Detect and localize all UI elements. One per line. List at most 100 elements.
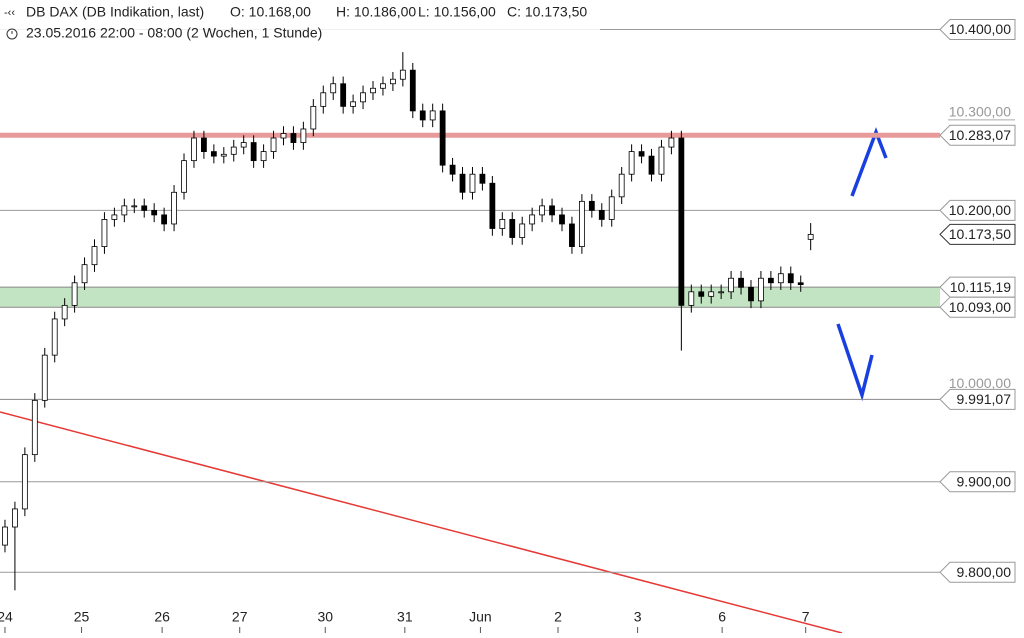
candle-body <box>250 142 257 162</box>
level-box <box>939 124 1016 146</box>
candle-body <box>479 173 486 184</box>
candle-body <box>290 133 297 143</box>
candle-body <box>260 151 267 162</box>
candle-body <box>380 83 386 89</box>
candle-body <box>191 137 197 162</box>
ohlc-label: L: 10.156,00 <box>418 4 496 20</box>
candle-body <box>529 214 536 225</box>
candle-body <box>499 219 506 229</box>
x-tick-label: 25 <box>74 609 90 625</box>
candle-body <box>370 87 376 94</box>
tick-box <box>939 18 1016 40</box>
candle-body <box>350 101 357 107</box>
x-tick-label: 7 <box>802 609 810 625</box>
ohlc-label: O: 10.168,00 <box>230 4 311 20</box>
candle-body <box>330 83 337 94</box>
chart-subtitle: 23.05.2016 22:00 - 08:00 (2 Wochen, 1 St… <box>26 25 322 41</box>
candle-body <box>300 128 307 143</box>
candle-body <box>181 160 187 193</box>
level-label: 10.115,19 <box>950 279 1011 295</box>
header-bg <box>0 0 600 44</box>
tick-box <box>939 199 1016 221</box>
candle-body <box>61 304 68 320</box>
y-tick-label: 10.000,00 <box>949 375 1011 391</box>
candle-body <box>708 291 715 297</box>
last-price-label: 10.173,50 <box>949 226 1011 242</box>
candle-body <box>549 205 555 216</box>
ohlc-label: C: 10.173,50 <box>507 4 587 20</box>
candle-body <box>777 273 784 284</box>
candle-body <box>201 137 207 152</box>
candle-body <box>638 151 645 157</box>
candle-body <box>171 191 177 225</box>
x-tick-label: Jun <box>469 609 492 625</box>
candle-body <box>360 92 366 103</box>
candle-body <box>101 219 108 247</box>
candle-body <box>31 399 38 456</box>
candle-body <box>668 137 675 148</box>
candle-body <box>698 291 705 297</box>
candle-body <box>449 164 456 175</box>
candle-body <box>21 454 28 510</box>
candle-body <box>509 219 516 238</box>
x-tick-label: 31 <box>397 609 413 625</box>
candle-body <box>489 182 496 229</box>
candle-body <box>618 173 625 198</box>
candle-body <box>320 92 327 107</box>
y-tick-label: 10.400,00 <box>949 21 1011 37</box>
level-box <box>939 276 1016 298</box>
candle-body <box>758 277 764 302</box>
level-label: 9.991,07 <box>957 391 1012 407</box>
chart-title: DB DAX (DB Indikation, last) <box>26 4 204 20</box>
x-tick-label: 26 <box>154 609 170 625</box>
candle-body <box>111 214 118 220</box>
last-price-marker <box>939 223 1016 245</box>
candle-body <box>718 291 725 294</box>
candle-body <box>588 200 595 211</box>
candle-body <box>459 173 466 193</box>
x-tick-label: 3 <box>634 609 642 625</box>
level-box <box>939 296 1016 318</box>
candle-body <box>419 110 426 121</box>
candle-body <box>161 214 168 225</box>
candle-body <box>648 155 655 175</box>
candle-body <box>280 133 287 139</box>
icon: -‹‹ <box>4 7 15 19</box>
candle-body <box>91 246 98 266</box>
axis: 10.400,00 10.300,00 10.200,00 10.000,00 9.90… <box>0 18 1016 633</box>
candle-body <box>121 205 128 216</box>
candle-body <box>797 282 804 285</box>
candle-body <box>559 214 565 225</box>
level-label: 10.093,00 <box>949 299 1011 315</box>
y-tick-label: 10.200,00 <box>949 202 1011 218</box>
x-tick-label: 30 <box>317 609 333 625</box>
candle-body <box>738 277 744 288</box>
candle-body <box>539 205 546 216</box>
level-box <box>939 388 1016 410</box>
candle-body <box>767 277 774 284</box>
x-tick-label: 6 <box>718 609 726 625</box>
y-tick-label: 9.900,00 <box>957 473 1012 489</box>
candle-body <box>578 200 585 247</box>
candle-body <box>210 151 217 157</box>
tick-box <box>939 561 1016 583</box>
ohlc-label: H: 10.186,00 <box>336 4 416 20</box>
candle-body <box>270 137 277 152</box>
candle-body <box>628 151 635 175</box>
candle-body <box>469 173 476 193</box>
candle-body <box>389 78 396 85</box>
candle-body <box>240 142 247 148</box>
candle-body <box>131 205 138 208</box>
level-label: 10.283,07 <box>949 127 1011 143</box>
plot <box>0 28 940 591</box>
y-tick-label: 10.300,00 <box>949 104 1011 120</box>
candle-body <box>807 233 814 240</box>
candle-body <box>748 286 754 302</box>
candle-body <box>41 354 48 401</box>
candle-body <box>439 110 446 166</box>
candle-body <box>141 205 148 211</box>
candle-body <box>2 526 8 546</box>
candle-body <box>429 110 436 121</box>
